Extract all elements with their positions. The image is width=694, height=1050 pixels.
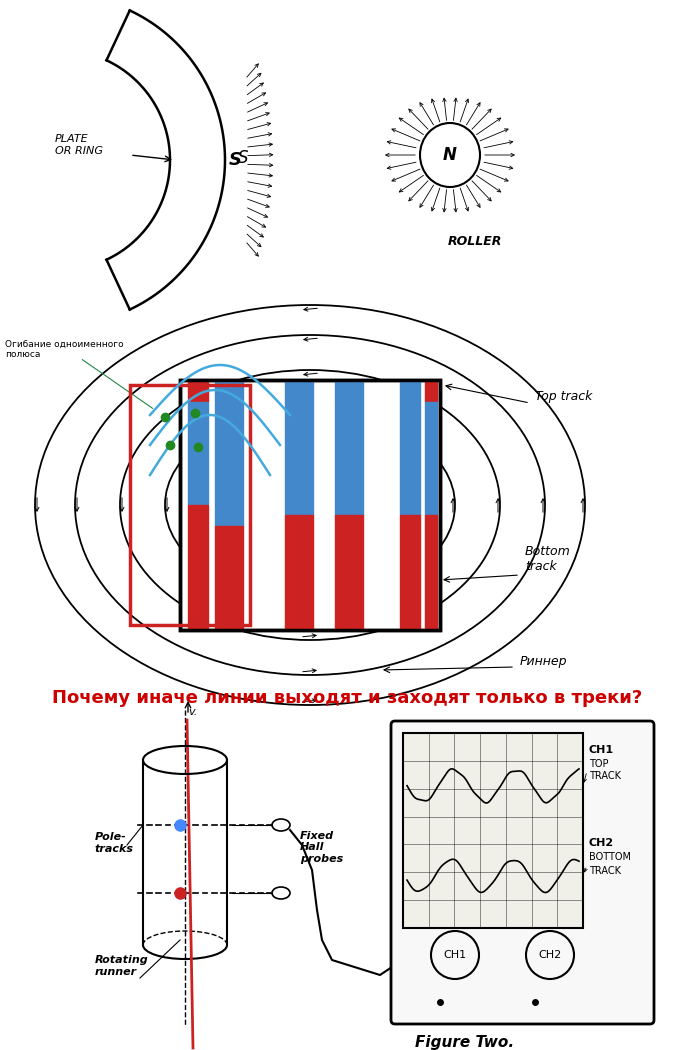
Text: PLATE
OR RING: PLATE OR RING bbox=[55, 134, 103, 155]
Text: Риннер: Риннер bbox=[520, 655, 568, 668]
Text: v.: v. bbox=[188, 707, 197, 717]
Text: CH2: CH2 bbox=[539, 950, 561, 960]
Text: ROLLER: ROLLER bbox=[448, 235, 502, 248]
Text: TOP: TOP bbox=[589, 759, 609, 769]
Bar bbox=[425, 402, 437, 516]
Bar bbox=[188, 505, 208, 630]
Bar bbox=[285, 516, 313, 630]
Text: Rotating
runner: Rotating runner bbox=[95, 956, 149, 976]
Text: TRACK: TRACK bbox=[589, 865, 621, 876]
Bar bbox=[180, 380, 440, 630]
Text: Почему иначе линии выходят и заходят только в треки?: Почему иначе линии выходят и заходят тол… bbox=[52, 689, 642, 707]
Bar bbox=[400, 380, 420, 402]
Text: TRACK: TRACK bbox=[589, 771, 621, 781]
Bar bbox=[285, 380, 313, 402]
Bar bbox=[180, 380, 440, 630]
Bar bbox=[335, 516, 363, 630]
Bar bbox=[400, 402, 420, 516]
Text: CH1: CH1 bbox=[589, 746, 614, 755]
Text: CH1: CH1 bbox=[443, 950, 466, 960]
Bar bbox=[400, 516, 420, 630]
Ellipse shape bbox=[420, 123, 480, 187]
Bar bbox=[215, 380, 243, 402]
Bar bbox=[425, 380, 437, 402]
Text: BOTTOM: BOTTOM bbox=[589, 853, 631, 862]
Text: N: N bbox=[443, 146, 457, 164]
Bar bbox=[403, 733, 583, 928]
Bar bbox=[335, 380, 363, 402]
Bar bbox=[130, 385, 250, 625]
Bar bbox=[285, 402, 313, 516]
Text: Огибание одноименного
полюса: Огибание одноименного полюса bbox=[5, 340, 124, 359]
Text: Pole-
tracks: Pole- tracks bbox=[95, 833, 134, 854]
Bar bbox=[188, 380, 208, 402]
Text: Figure Two.: Figure Two. bbox=[415, 1035, 514, 1050]
FancyBboxPatch shape bbox=[391, 721, 654, 1024]
Bar bbox=[335, 402, 363, 516]
Bar bbox=[425, 516, 437, 630]
Bar bbox=[188, 402, 208, 505]
Text: Bottom
track: Bottom track bbox=[525, 545, 570, 573]
Bar bbox=[215, 402, 243, 526]
Text: Fixed
Hall
probes: Fixed Hall probes bbox=[300, 831, 344, 864]
Text: S: S bbox=[238, 149, 248, 167]
Bar bbox=[215, 526, 243, 630]
Text: CH2: CH2 bbox=[589, 839, 614, 848]
Text: S: S bbox=[228, 151, 242, 169]
Text: Top track: Top track bbox=[535, 390, 593, 403]
